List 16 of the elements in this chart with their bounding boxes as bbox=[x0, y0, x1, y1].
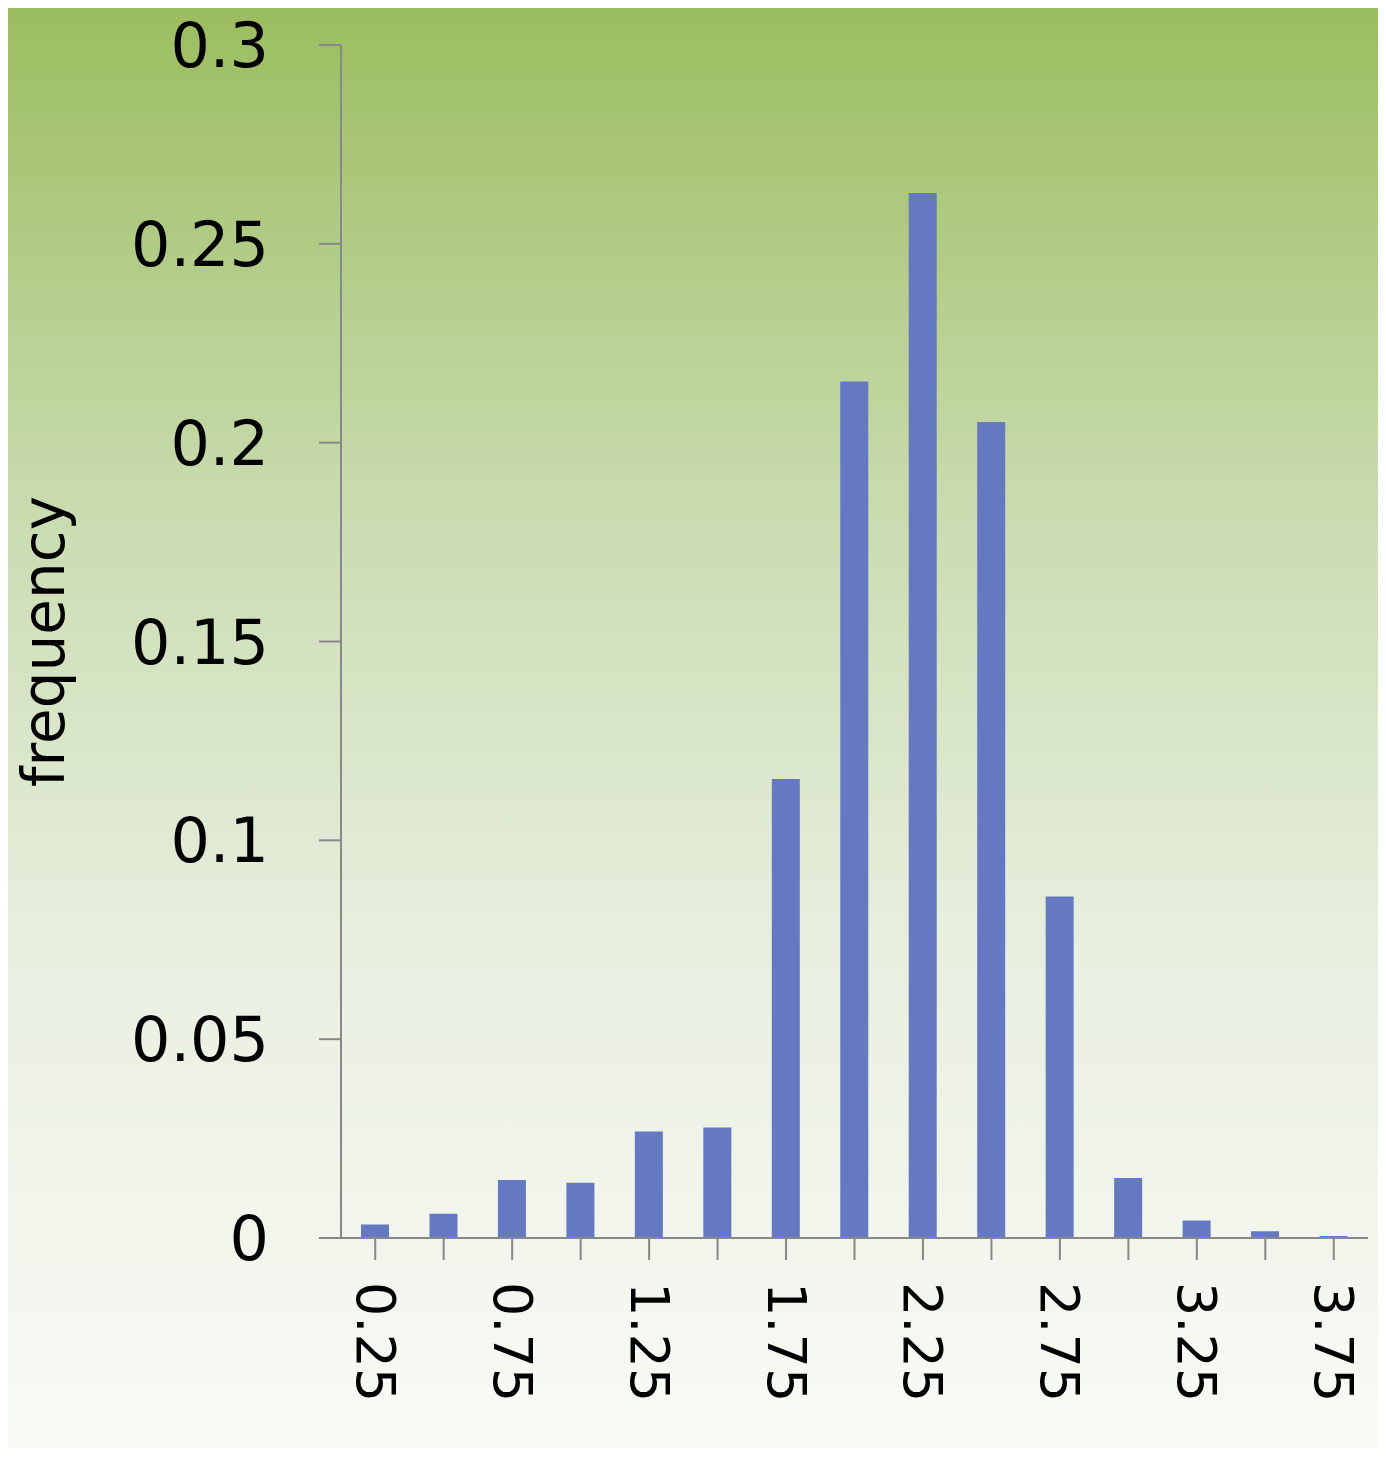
x-tick-label: 1.25 bbox=[617, 1282, 681, 1403]
x-tick-label: 3.25 bbox=[1165, 1282, 1229, 1403]
y-tick-label: 0.1 bbox=[170, 804, 269, 878]
x-tick-label: 2.25 bbox=[891, 1282, 955, 1403]
y-tick-label: 0 bbox=[229, 1202, 269, 1276]
x-tick-label: 0.25 bbox=[343, 1282, 407, 1403]
x-tick-label: 2.75 bbox=[1028, 1282, 1092, 1403]
x-tick-label: 1.75 bbox=[754, 1282, 818, 1403]
y-tick-label: 0.3 bbox=[170, 9, 269, 83]
x-tick-label: 3.75 bbox=[1302, 1282, 1366, 1403]
y-axis-title: frequency bbox=[9, 496, 78, 787]
y-tick-label: 0.2 bbox=[170, 406, 269, 480]
y-tick-label: 0.05 bbox=[130, 1003, 269, 1077]
y-tick-label: 0.15 bbox=[130, 605, 269, 679]
x-tick-label: 0.75 bbox=[480, 1282, 544, 1403]
y-tick-label: 0.25 bbox=[130, 207, 269, 281]
